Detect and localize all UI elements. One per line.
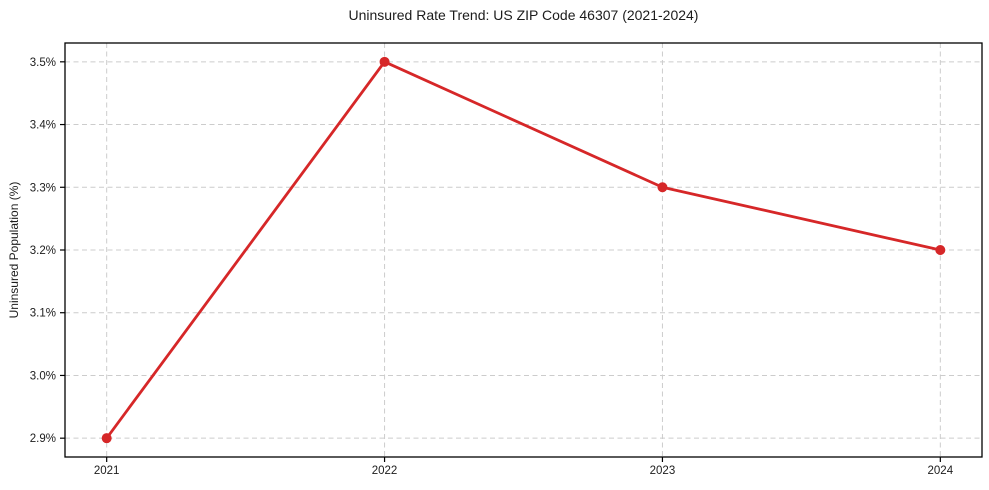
x-tick-label: 2023 [650,465,676,477]
x-tick-label: 2021 [94,465,120,477]
chart-title: Uninsured Rate Trend: US ZIP Code 46307 … [348,7,699,23]
y-tick-label: 3.3% [30,182,56,194]
y-tick-label: 3.5% [30,57,56,69]
data-point-marker [657,182,668,193]
data-point-marker [101,433,112,444]
data-point-marker [379,56,390,67]
y-tick-label: 3.1% [30,308,56,320]
x-tick-label: 2022 [372,465,398,477]
trend-line [105,60,942,440]
y-tick-label: 2.9% [30,433,56,445]
y-tick-label: 3.0% [30,370,56,382]
x-tick-label: 2024 [928,465,954,477]
y-tick-label: 3.2% [30,245,56,257]
data-point-marker [935,245,946,255]
y-tick-label: 3.4% [30,120,56,132]
